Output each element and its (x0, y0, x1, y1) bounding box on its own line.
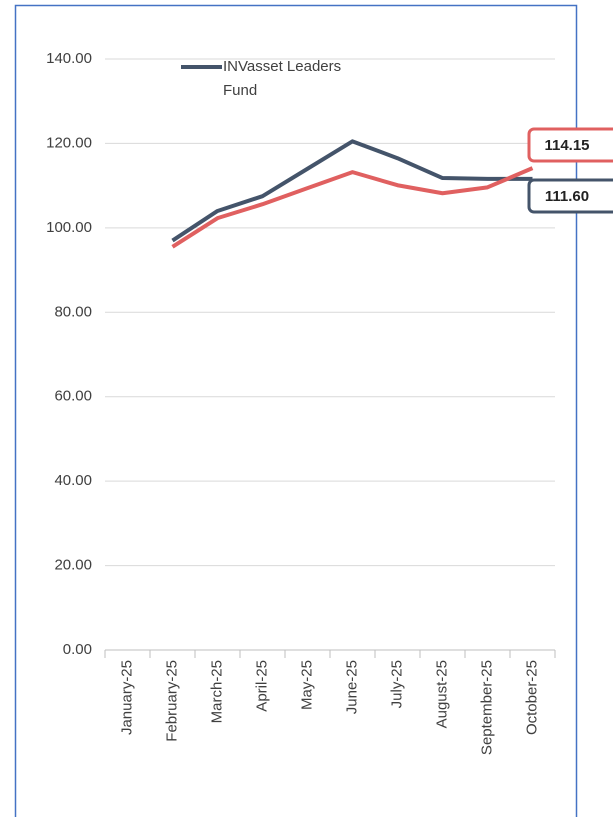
y-tick-label: 60.00 (54, 388, 92, 405)
x-tick-label: March-25 (208, 660, 225, 723)
x-tick-label: August-25 (433, 660, 450, 728)
y-tick-label: 20.00 (54, 557, 92, 574)
x-tick-label: June-25 (343, 660, 360, 714)
y-tick-label: 0.00 (63, 641, 92, 658)
y-tick-label: 100.00 (46, 219, 92, 236)
y-tick-label: 140.00 (46, 50, 92, 67)
value-label-box (527, 127, 613, 163)
series-line (171, 139, 533, 243)
value-label: 111.60 (545, 188, 589, 205)
x-tick-label: September-25 (478, 660, 495, 755)
series-line (171, 166, 534, 249)
y-tick-label: 80.00 (54, 303, 92, 320)
value-label: 114.15 (544, 137, 589, 154)
x-tick-label: February-25 (163, 660, 180, 742)
value-label-box (527, 178, 613, 214)
x-tick-label: May-25 (298, 660, 315, 710)
x-tick-label: April-25 (253, 660, 270, 712)
legend-label: INVasset Leaders Fund (223, 58, 342, 99)
y-tick-label: 120.00 (46, 134, 92, 151)
x-tick-label: July-25 (388, 660, 405, 708)
frame (14, 4, 578, 817)
x-tick-label: October-25 (523, 660, 540, 735)
x-tick-label: January-25 (118, 660, 135, 735)
y-tick-label: 40.00 (54, 472, 92, 489)
